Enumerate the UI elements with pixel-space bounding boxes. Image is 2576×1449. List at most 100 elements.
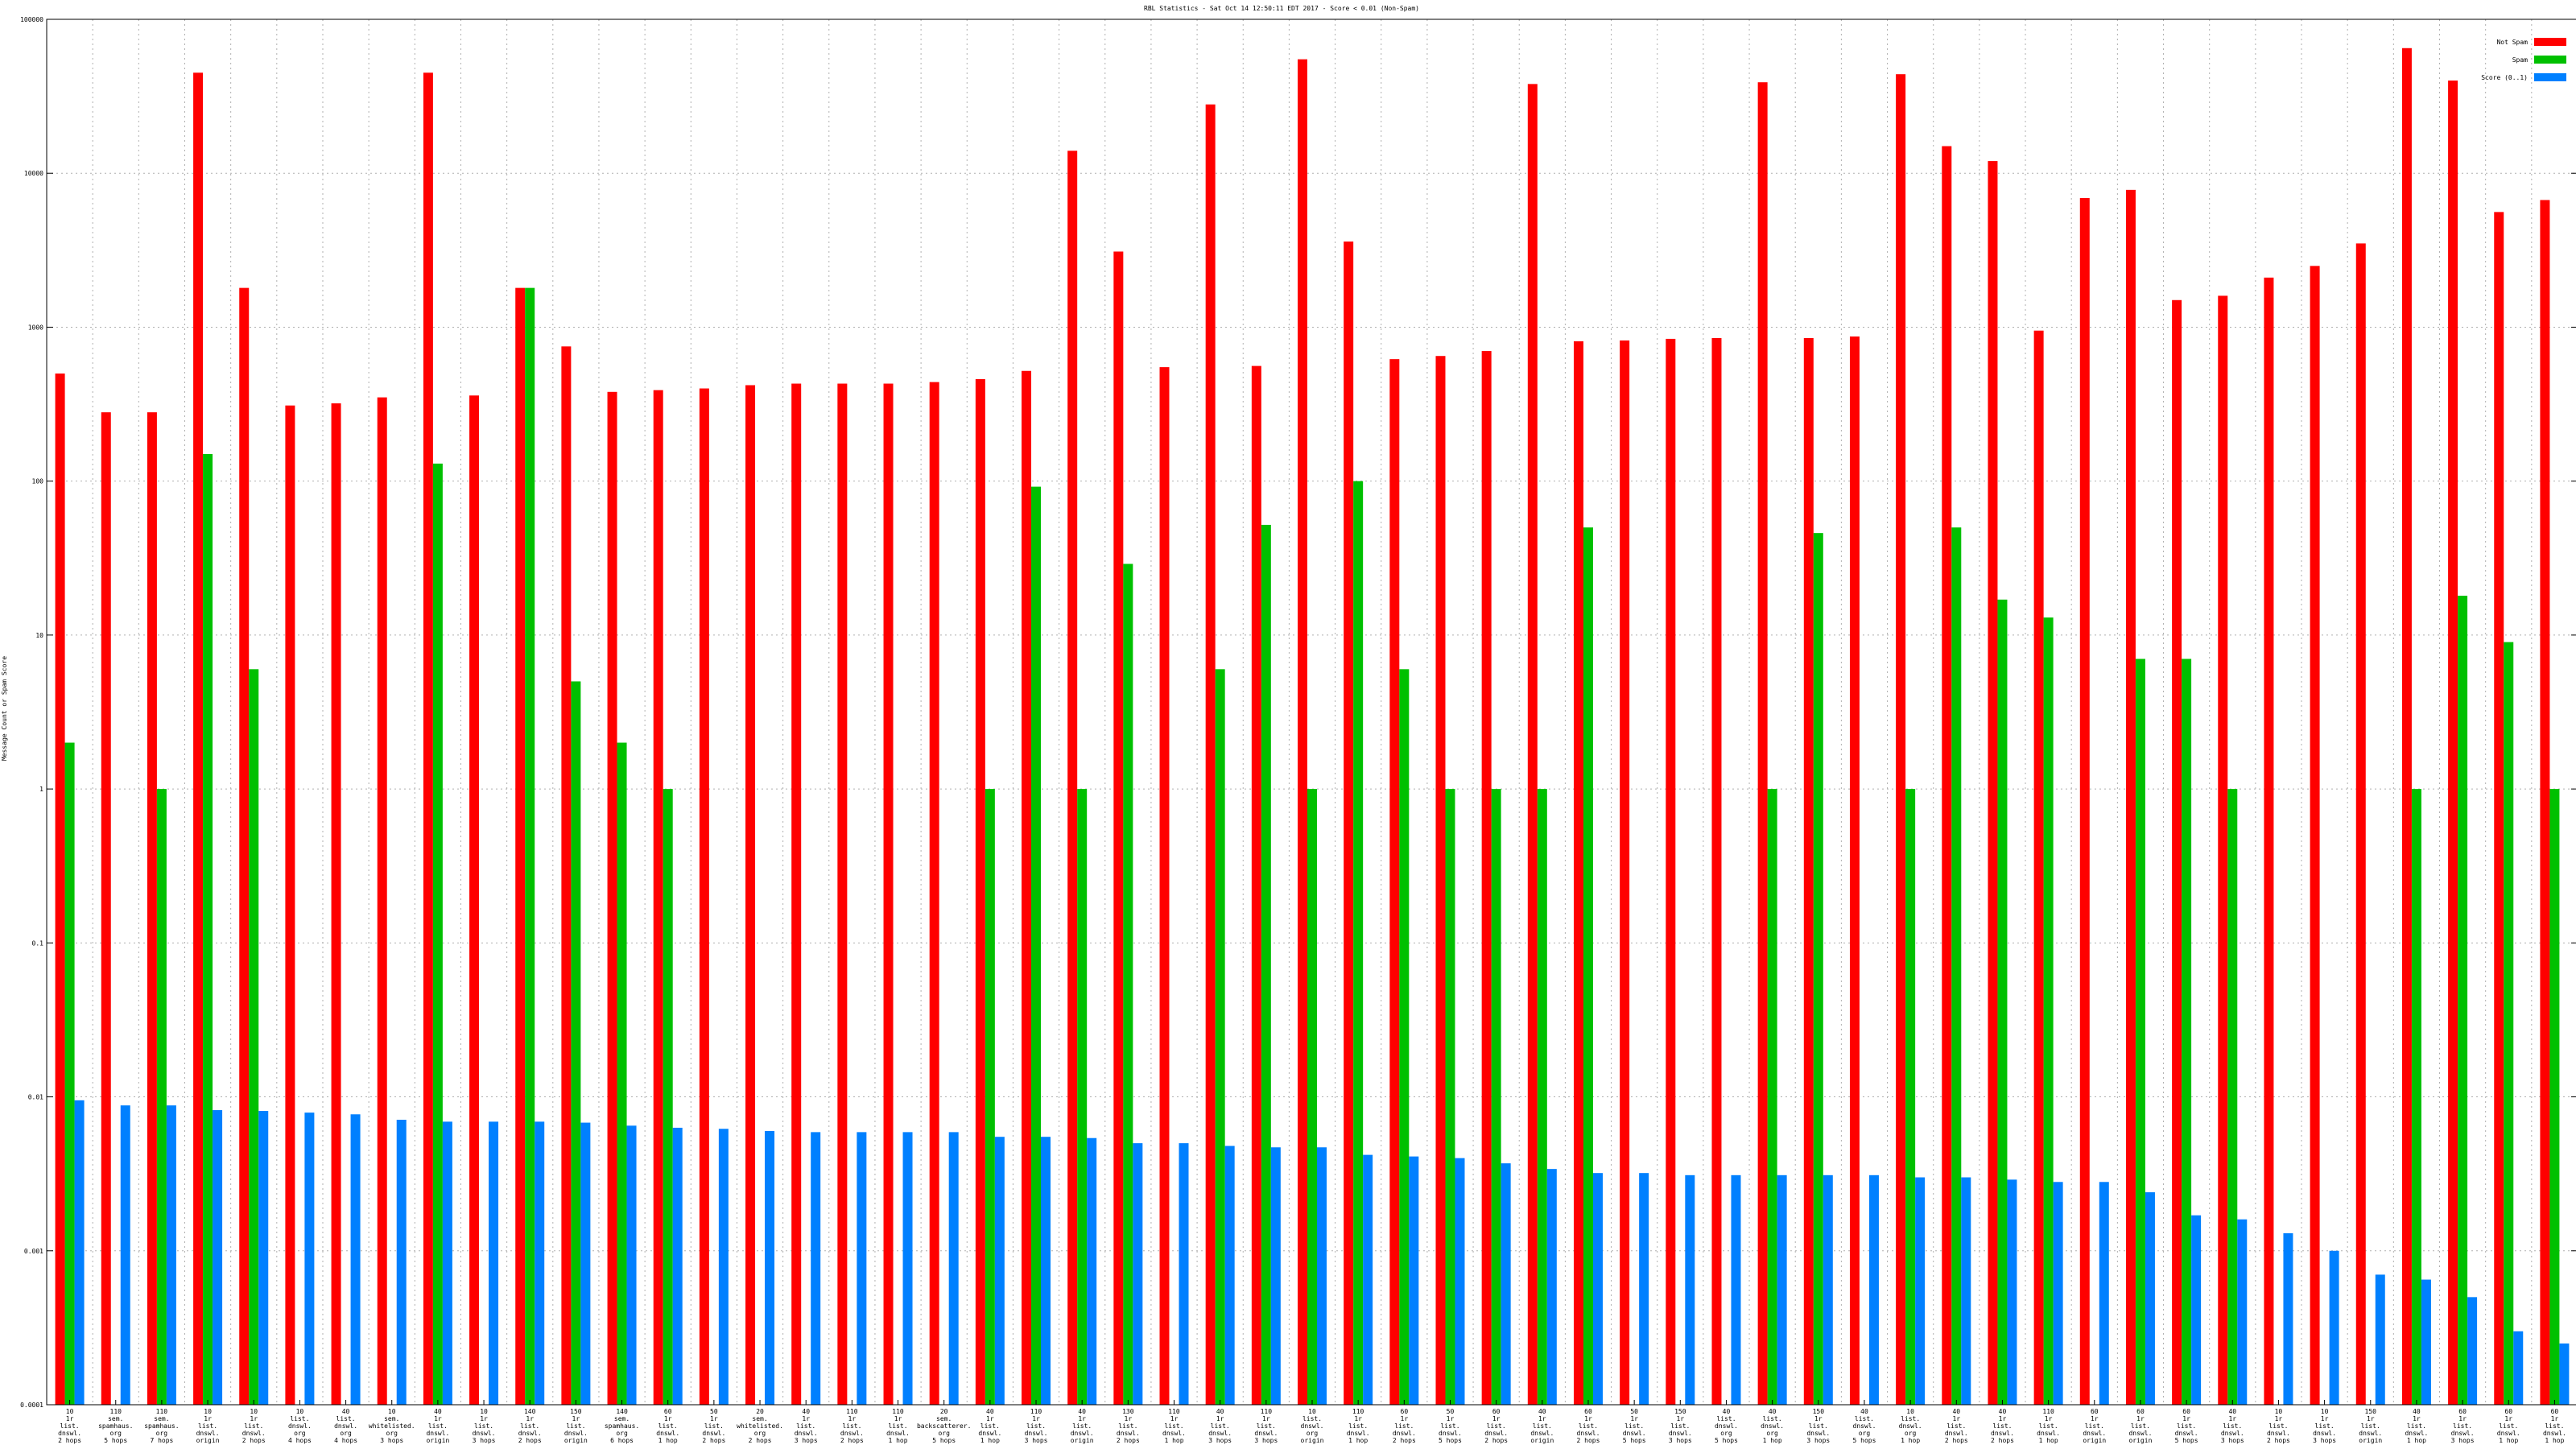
legend-label: Spam	[2512, 56, 2528, 64]
bar-series-2	[1501, 1163, 1511, 1405]
bar-series-0	[1573, 341, 1583, 1406]
bar-series-2	[120, 1105, 130, 1405]
x-tick-label: 10 1r list. dnswl. 3 hops	[2313, 1408, 2336, 1444]
bar-series-0	[1113, 251, 1124, 1406]
x-tick-label: 110 1r list. dnswl. 1 hop	[1347, 1408, 1370, 1444]
bar-series-2	[626, 1125, 637, 1405]
x-tick-label: 60 1r list. dnswl. origin	[2083, 1408, 2106, 1444]
bar-series-1	[1491, 789, 1501, 1405]
x-tick-label: 40 1r list. dnswl. 2 hops	[1991, 1408, 2014, 1444]
bar-series-2	[2421, 1279, 2431, 1405]
bar-series-2	[396, 1119, 407, 1405]
bar-series-0	[791, 383, 802, 1405]
bar-series-2	[1592, 1173, 1603, 1405]
bar-series-1	[156, 789, 167, 1405]
x-tick-label: 110 1r list. dnswl. 1 hop	[1162, 1408, 1186, 1444]
bar-series-1	[432, 463, 443, 1405]
bar-series-0	[745, 385, 756, 1405]
bar-series-2	[1270, 1147, 1281, 1405]
bar-series-1	[1445, 789, 1455, 1405]
bar-series-0	[929, 382, 939, 1405]
bar-series-2	[489, 1121, 499, 1405]
x-tick-label: 150 1r list. dnswl. origin	[2359, 1408, 2382, 1444]
bar-series-2	[1133, 1143, 1143, 1405]
bar-series-0	[607, 391, 617, 1405]
bar-series-1	[2182, 658, 2192, 1405]
bar-series-1	[1261, 524, 1271, 1405]
bar-series-1	[2411, 789, 2421, 1405]
x-tick-label: 110 1r list. dnswl. 1 hop	[886, 1408, 910, 1444]
bar-series-1	[525, 287, 535, 1406]
y-tick-label: 0.001	[24, 1248, 43, 1255]
bar-series-0	[331, 403, 341, 1405]
bar-series-0	[239, 287, 250, 1406]
bar-series-0	[1988, 161, 1998, 1405]
bar-series-0	[2079, 198, 2090, 1406]
bar-series-2	[2237, 1219, 2248, 1405]
y-tick-label: 10000	[24, 170, 43, 177]
bar-series-2	[442, 1121, 452, 1405]
x-tick-label: 110 1r list. dnswl. 2 hops	[840, 1408, 864, 1444]
x-tick-label: 20 sem. whitelisted. org 2 hops	[737, 1408, 783, 1444]
legend-label: Score (0..1)	[2481, 74, 2528, 81]
x-tick-label: 60 1r list. dnswl. 3 hops	[2451, 1408, 2475, 1444]
bar-series-2	[811, 1132, 821, 1405]
bar-series-2	[2467, 1297, 2478, 1405]
x-tick-label: 40 1r list. dnswl. origin	[1071, 1408, 1094, 1444]
x-tick-label: 10 list. dnswl. org origin	[1301, 1408, 1324, 1444]
x-tick-label: 110 1r list. dnswl. 3 hops	[1254, 1408, 1278, 1444]
bar-series-1	[2043, 617, 2054, 1405]
bar-series-0	[1711, 337, 1722, 1405]
bar-series-0	[699, 388, 709, 1405]
bar-series-0	[2264, 277, 2274, 1405]
x-tick-label: 60 1r list. dnswl. 5 hops	[2175, 1408, 2198, 1444]
bar-series-0	[2540, 200, 2550, 1405]
x-tick-label: 150 1r list. dnswl. origin	[564, 1408, 588, 1444]
x-tick-label: 40 1r list. dnswl. 3 hops	[2221, 1408, 2244, 1444]
bar-series-2	[350, 1114, 361, 1405]
y-tick-label: 100	[32, 478, 44, 485]
x-tick-label: 130 1r list. dnswl. 2 hops	[1117, 1408, 1140, 1444]
bar-series-1	[571, 681, 581, 1405]
x-tick-label: 20 sem. backscatterer. org 5 hops	[917, 1408, 971, 1444]
y-tick-label: 10	[35, 632, 43, 639]
x-tick-label: 10 1r list. dnswl. 2 hops	[2267, 1408, 2290, 1444]
x-tick-label: 60 1r list. dnswl. 1 hop	[2497, 1408, 2520, 1444]
y-axis: 0.0001 0.001 0.01 0.1 1 10 100 1000 10000 100000	[20, 16, 2576, 1409]
x-tick-label: 40 1r list. dnswl. 1 hop	[2405, 1408, 2428, 1444]
legend-swatch	[2534, 56, 2566, 64]
x-tick-label: 110 sem. spamhaus. org 7 hops	[144, 1408, 179, 1444]
bar-series-0	[147, 412, 157, 1405]
x-tick-label: 150 1r list. dnswl. 3 hops	[1806, 1408, 1830, 1444]
x-tick-label: 60 1r list. dnswl. 1 hop	[2543, 1408, 2566, 1444]
bar-series-2	[2375, 1274, 2385, 1405]
bar-series-1	[2135, 658, 2145, 1405]
legend-label: Not Spam	[2496, 39, 2528, 46]
bar-series-0	[1159, 367, 1170, 1405]
bar-series-0	[1344, 242, 1354, 1406]
bar-series-2	[1363, 1154, 1373, 1405]
y-tick-label: 0.01	[28, 1094, 43, 1101]
bar-series-0	[883, 383, 894, 1405]
x-tick-label: 40 1r list. dnswl. origin	[1530, 1408, 1554, 1444]
legend-swatch	[2534, 38, 2566, 46]
bar-series-0	[515, 287, 526, 1406]
x-tick-label: 10 list. dnswl. org 1 hop	[1899, 1408, 1922, 1444]
bar-series-1	[2504, 642, 2514, 1405]
bar-series-2	[1317, 1147, 1327, 1405]
bar-series-2	[2513, 1331, 2524, 1405]
bar-series-2	[2191, 1215, 2202, 1405]
bar-series-1	[249, 669, 259, 1405]
bar-series-0	[1803, 337, 1814, 1405]
bar-series-2	[2145, 1192, 2155, 1405]
x-tick-label: 40 list. dnswl. org 4 hops	[334, 1408, 357, 1444]
bar-series-0	[1389, 359, 1400, 1405]
y-tick-label: 100000	[20, 16, 43, 23]
bar-series-1	[64, 742, 75, 1405]
bar-series-2	[1041, 1137, 1051, 1405]
bar-series-1	[617, 742, 627, 1405]
bar-series-1	[1767, 789, 1777, 1405]
bar-series-2	[1409, 1156, 1419, 1405]
bar-series-0	[1620, 340, 1630, 1405]
bar-series-2	[948, 1132, 959, 1405]
